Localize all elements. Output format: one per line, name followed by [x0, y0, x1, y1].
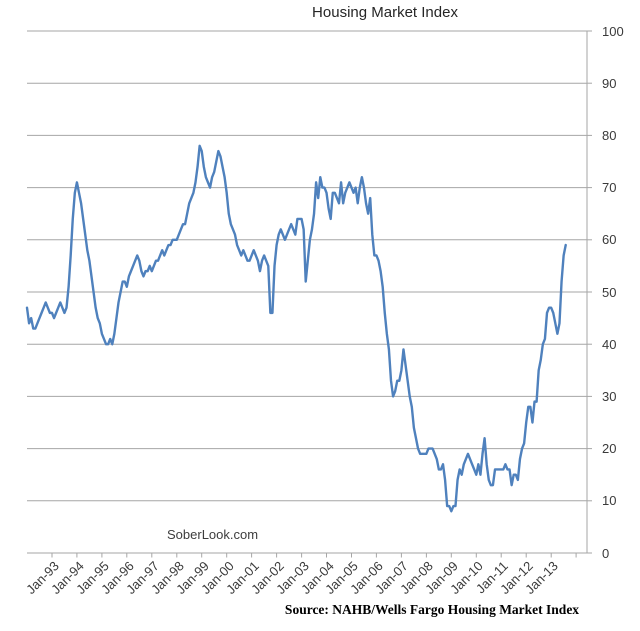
source-note: Source: NAHB/Wells Fargo Housing Market … [284, 602, 580, 617]
y-axis-label: 60 [602, 232, 617, 248]
watermark: SoberLook.com [167, 527, 259, 542]
y-axis-label: 90 [602, 75, 617, 91]
y-axis-label: 80 [602, 127, 617, 143]
y-axis-label: 20 [602, 441, 617, 457]
y-axis-label: 70 [602, 180, 617, 196]
y-axis-label: 40 [602, 336, 617, 352]
y-axis-label: 100 [602, 23, 624, 39]
y-axis-label: 0 [602, 545, 610, 561]
y-axis-label: 50 [602, 284, 617, 300]
y-axis-label: 30 [602, 388, 617, 404]
chart-title: Housing Market Index [312, 4, 458, 21]
hmi-line [25, 144, 567, 513]
y-axis-label: 10 [602, 493, 617, 509]
